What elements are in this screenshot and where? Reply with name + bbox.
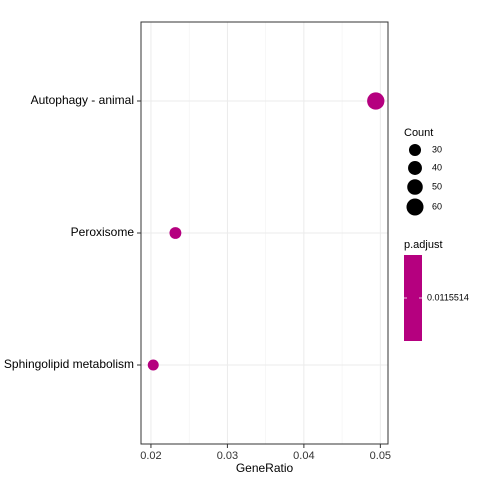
data-point <box>367 92 385 110</box>
data-point <box>147 359 159 371</box>
x-axis: 0.02 0.03 0.04 0.05 <box>140 444 391 462</box>
legend-padjust-title: p.adjust <box>404 239 443 251</box>
legend-size-key <box>408 161 422 175</box>
legend-count: Count 30 40 50 60 <box>404 127 442 216</box>
legend-colorbar <box>404 255 422 341</box>
x-axis-title: GeneRatio <box>236 461 294 475</box>
y-tick-label: Sphingolipid metabolism <box>4 357 134 371</box>
y-axis: Autophagy - animal Peroxisome Sphingolipid… <box>4 93 141 371</box>
legend-count-title: Count <box>404 127 433 139</box>
legend-size-label: 30 <box>432 144 442 154</box>
data-points <box>147 92 385 371</box>
x-tick-label: 0.04 <box>293 450 314 462</box>
y-tick-label: Autophagy - animal <box>31 93 134 107</box>
legend-colorbar-label: 0.0115514 <box>427 292 469 302</box>
legend-size-label: 60 <box>432 201 442 211</box>
data-point <box>169 227 182 239</box>
legend-size-key <box>407 179 423 195</box>
legend-padjust: p.adjust 0.0115514 <box>404 239 469 341</box>
x-tick-label: 0.05 <box>370 450 391 462</box>
legend-size-key <box>408 143 422 157</box>
x-tick-label: 0.02 <box>140 450 161 462</box>
y-tick-label: Peroxisome <box>71 225 135 239</box>
legend-size-key <box>406 198 424 216</box>
grid-lines <box>141 22 388 444</box>
legend-size-label: 50 <box>432 181 442 191</box>
legend-size-label: 40 <box>432 162 442 172</box>
x-tick-label: 0.03 <box>217 450 238 462</box>
